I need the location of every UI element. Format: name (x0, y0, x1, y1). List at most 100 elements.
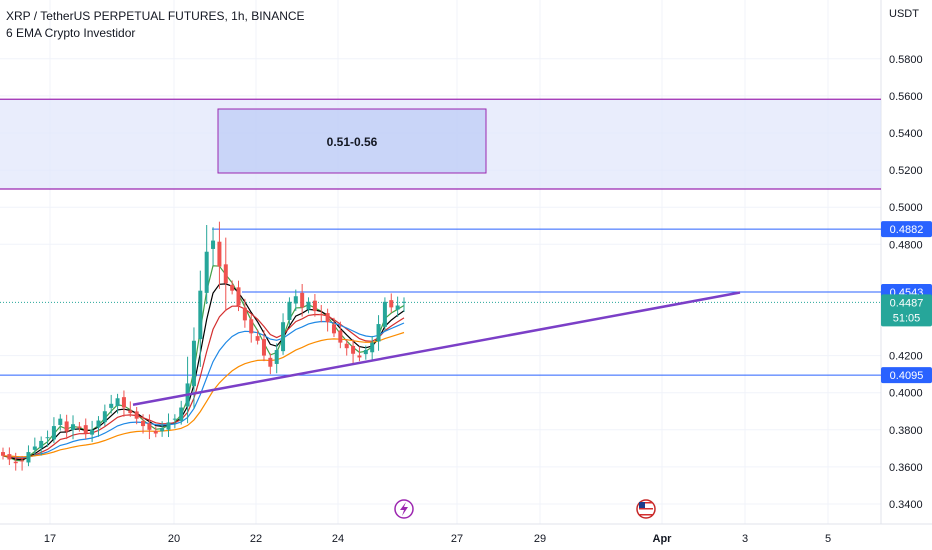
supply-zone: 0.51-0.56 (0, 98, 881, 190)
indicator-label[interactable]: 6 EMA Crypto Investidor (6, 26, 136, 40)
time-tick-label: 29 (534, 533, 546, 545)
price-tick-label: 0.5400 (889, 128, 923, 140)
price-tick-label: 0.4200 (889, 351, 923, 363)
symbol-title[interactable]: XRP / TetherUS PERPETUAL FUTURES, 1h, BI… (6, 9, 305, 23)
price-tick-label: 0.5600 (889, 91, 923, 103)
candle-body (128, 410, 133, 414)
candle-body (1, 452, 5, 456)
chart-grid (0, 0, 932, 525)
candle-body (274, 350, 279, 364)
ascending-trendline (132, 291, 741, 406)
flag-stripe (639, 511, 653, 513)
candle-body (7, 454, 12, 460)
candle-body (287, 301, 292, 320)
price-tick-label: 0.5800 (889, 54, 923, 66)
time-tick-label: Apr (653, 533, 673, 545)
time-tick-label: 22 (250, 533, 262, 545)
candle-body (26, 452, 31, 463)
candle-body (376, 324, 381, 342)
price-axis[interactable]: 0.5800 0.5600 0.5400 0.5200 0.5000 0.4800 0.42… (889, 54, 923, 511)
candle-body (179, 407, 184, 421)
candle-body (51, 426, 56, 440)
candle-body (13, 461, 18, 464)
candle-body (191, 340, 196, 387)
time-tick-label: 24 (332, 533, 344, 545)
current-price-label: 0.4487 (890, 297, 924, 309)
current-price-badge (881, 294, 932, 327)
time-axis[interactable]: 17 20 22 24 27 29 Apr 3 5 (44, 533, 831, 545)
candle-body (45, 437, 50, 439)
candle-body (236, 287, 241, 306)
price-tick-label: 0.5000 (889, 202, 923, 214)
price-tick-label: 0.3800 (889, 425, 923, 437)
zone-label: 0.51-0.56 (327, 135, 378, 149)
candle-body (77, 426, 82, 428)
flag-stripe (639, 514, 653, 516)
candle-body (121, 397, 126, 408)
candle-body (58, 418, 63, 425)
candle-body (198, 290, 203, 340)
candle-body (90, 429, 95, 435)
flag-stripe (639, 508, 653, 510)
flag-stripe (639, 505, 653, 507)
candle-body (312, 300, 317, 312)
candle-body (395, 305, 400, 310)
candle-body (153, 430, 158, 434)
candle-body (141, 420, 146, 427)
flag-canton (639, 502, 645, 508)
candle-body (83, 425, 88, 434)
candle-body (344, 343, 349, 349)
candle-body (71, 424, 76, 430)
candle-body (261, 339, 266, 356)
candle-body (363, 350, 368, 355)
level-badge (881, 221, 932, 238)
candle-body (242, 307, 247, 321)
candle-body (160, 427, 165, 432)
ema-line (2, 331, 405, 458)
level-badge-label: 0.4882 (890, 224, 924, 236)
event-markers[interactable] (394, 499, 656, 519)
candle-body (370, 342, 375, 353)
candle-body (255, 336, 260, 341)
candle-body (115, 398, 120, 407)
price-tick-label: 0.4800 (889, 239, 923, 251)
trendline[interactable] (132, 291, 741, 406)
level-badge-label: 0.4095 (890, 370, 924, 382)
price-tick-label: 0.3400 (889, 499, 923, 511)
candles (1, 221, 406, 471)
countdown-label: 51:05 (893, 312, 921, 324)
candle-body (382, 301, 387, 327)
candle-body (96, 420, 101, 428)
ema-line (2, 320, 405, 459)
candle-body (268, 357, 273, 367)
level-badge (881, 367, 932, 384)
candle-body (389, 300, 394, 308)
time-tick-label: 20 (168, 533, 180, 545)
flag-stripe (639, 502, 653, 504)
candle-body (325, 313, 330, 323)
time-tick-label: 5 (825, 533, 831, 545)
candle-body (300, 292, 305, 308)
ema-lines (2, 265, 405, 462)
candle-body (217, 241, 222, 267)
candle-body (230, 284, 235, 291)
horizontal-levels (0, 228, 881, 376)
candle-body (20, 460, 25, 462)
candle-body (249, 319, 254, 334)
candle-body (351, 345, 356, 354)
candle-body (64, 421, 69, 432)
zone-label-box (217, 108, 487, 174)
candle-body (102, 411, 107, 423)
ema-line (2, 265, 405, 462)
candle-body (32, 446, 37, 450)
candle-body (204, 251, 209, 293)
candle-body (211, 240, 216, 249)
time-tick-label: 17 (44, 533, 56, 545)
candle-body (172, 418, 177, 420)
price-tick-label: 0.3600 (889, 462, 923, 474)
candle-body (331, 324, 336, 334)
candle-body (109, 403, 114, 408)
candle-body (223, 264, 228, 284)
